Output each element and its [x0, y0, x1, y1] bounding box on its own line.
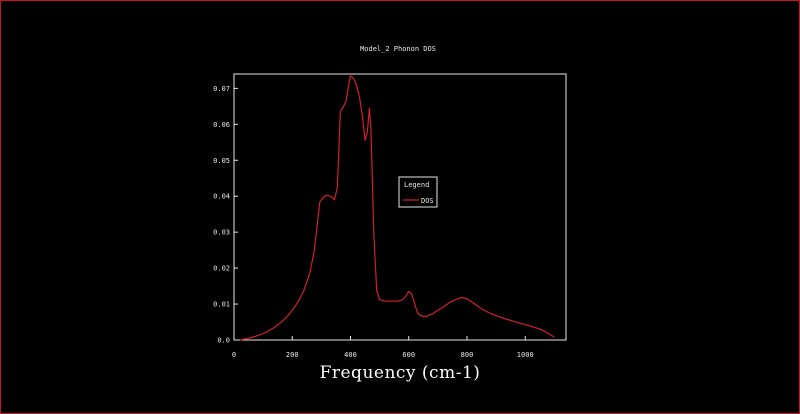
y-tick-label: 0.03 — [213, 229, 230, 237]
series-layer — [239, 75, 555, 341]
y-tick-label: 0.02 — [213, 265, 230, 273]
x-tick-label: 600 — [402, 351, 415, 359]
x-axis: 0 200 400 600 800 1000 — [232, 336, 534, 359]
y-tick-label: 0.04 — [213, 193, 230, 201]
y-tick-label: 0.01 — [213, 301, 230, 309]
x-axis-label: Frequency (cm-1) — [320, 363, 481, 383]
series-line-dos — [239, 75, 555, 341]
y-tick-label: 0.07 — [213, 85, 230, 93]
legend-box — [398, 176, 438, 208]
y-tick-label: 0.05 — [213, 157, 230, 165]
y-tick-label: 0.0 — [217, 337, 230, 345]
x-tick-label: 400 — [344, 351, 357, 359]
x-tick-label: 0 — [232, 351, 236, 359]
legend-entry-dos: DOS — [421, 197, 434, 205]
y-axis: 0.0 0.01 0.02 0.03 0.04 0.05 0.06 0.07 — [213, 85, 238, 345]
legend: Legend DOS — [398, 176, 438, 208]
x-tick-label: 200 — [286, 351, 299, 359]
x-tick-label: 800 — [461, 351, 474, 359]
y-tick-label: 0.06 — [213, 121, 230, 129]
legend-title: Legend — [404, 181, 429, 189]
chart-title: Model_2 Phonon DOS — [360, 45, 436, 53]
plot-area — [233, 73, 567, 341]
x-tick-label: 1000 — [517, 351, 534, 359]
